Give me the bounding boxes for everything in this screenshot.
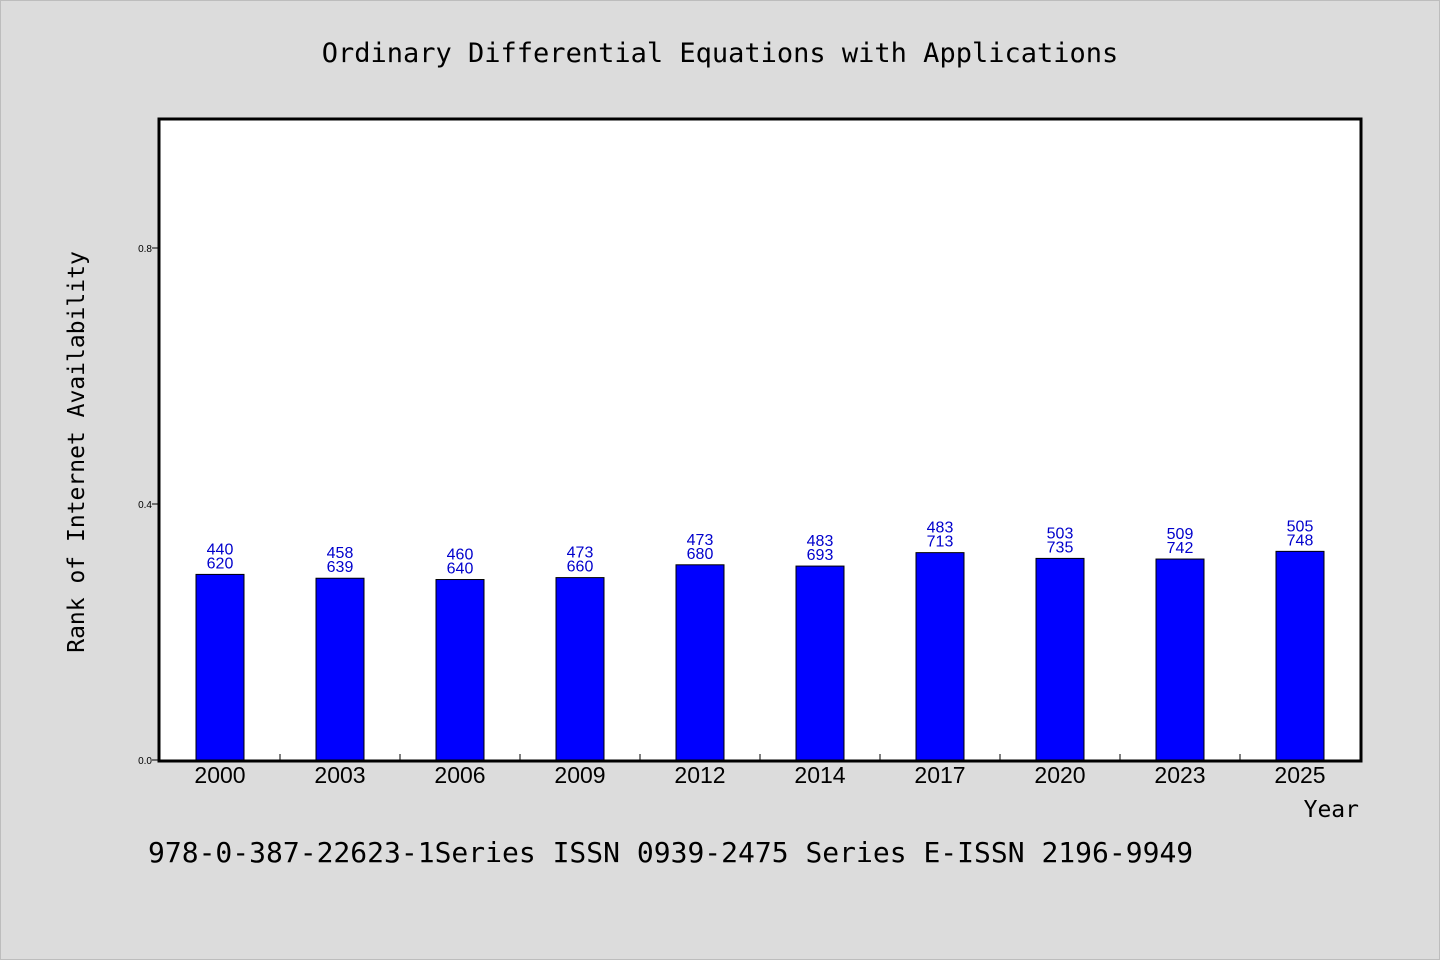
bar bbox=[795, 565, 845, 761]
data-label-bottom: 620 bbox=[207, 555, 234, 572]
x-tick-label: 2000 bbox=[194, 762, 245, 788]
y-tick-label: 0.4 bbox=[138, 500, 152, 511]
isbn-footer: 978-0-387-22623-1Series ISSN 0939-2475 S… bbox=[148, 836, 1193, 869]
bar bbox=[1275, 550, 1325, 761]
x-tick-label: 2017 bbox=[914, 762, 965, 788]
data-label-top: 483 bbox=[807, 533, 834, 550]
bar bbox=[1155, 558, 1205, 761]
bar bbox=[915, 552, 965, 761]
y-axis-label: Rank of Internet Availability bbox=[64, 251, 90, 653]
data-label-bottom: 713 bbox=[927, 534, 954, 551]
data-label-top: 473 bbox=[567, 545, 594, 562]
data-label-bottom: 639 bbox=[327, 559, 354, 576]
chart-title: Ordinary Differential Equations with App… bbox=[322, 38, 1119, 69]
data-label-bottom: 680 bbox=[687, 546, 714, 563]
data-label-top: 509 bbox=[1167, 526, 1194, 543]
data-label-top: 483 bbox=[927, 520, 954, 537]
bar bbox=[555, 577, 605, 761]
data-label-top: 440 bbox=[207, 541, 234, 558]
data-label-top: 505 bbox=[1287, 518, 1314, 535]
x-tick-label: 2012 bbox=[674, 762, 725, 788]
bars-series bbox=[195, 550, 1325, 761]
data-label-top: 458 bbox=[327, 545, 354, 562]
y-axis: 0.0 0.4 0.8 bbox=[138, 244, 160, 767]
x-axis: 2000 2003 2006 2009 2012 2014 2017 2020 2023 2025 bbox=[194, 754, 1326, 788]
bar bbox=[1035, 557, 1085, 761]
data-label-bottom: 693 bbox=[807, 547, 834, 564]
x-tick-label: 2014 bbox=[794, 762, 845, 788]
x-tick-label: 2006 bbox=[434, 762, 485, 788]
data-label-top: 473 bbox=[687, 532, 714, 549]
data-label-bottom: 640 bbox=[447, 561, 474, 578]
data-label-bottom: 748 bbox=[1287, 532, 1314, 549]
x-tick-label: 2003 bbox=[314, 762, 365, 788]
data-label-bottom: 735 bbox=[1047, 539, 1074, 556]
bar bbox=[195, 573, 245, 761]
x-axis-label: Year bbox=[1304, 797, 1359, 823]
data-label-bottom: 742 bbox=[1167, 540, 1194, 557]
data-labels: 4406204586394606404736604736804836934837… bbox=[207, 518, 1314, 577]
x-tick-label: 2020 bbox=[1034, 762, 1085, 788]
bar bbox=[675, 564, 725, 761]
bar bbox=[315, 577, 365, 761]
bar bbox=[435, 579, 485, 761]
data-label-top: 460 bbox=[447, 547, 474, 564]
x-tick-label: 2023 bbox=[1154, 762, 1205, 788]
y-tick-label: 0.0 bbox=[138, 756, 152, 767]
data-label-top: 503 bbox=[1047, 525, 1074, 542]
x-tick-label: 2009 bbox=[554, 762, 605, 788]
data-label-bottom: 660 bbox=[567, 559, 594, 576]
y-tick-label: 0.8 bbox=[138, 244, 152, 255]
x-tick-label: 2025 bbox=[1274, 762, 1325, 788]
